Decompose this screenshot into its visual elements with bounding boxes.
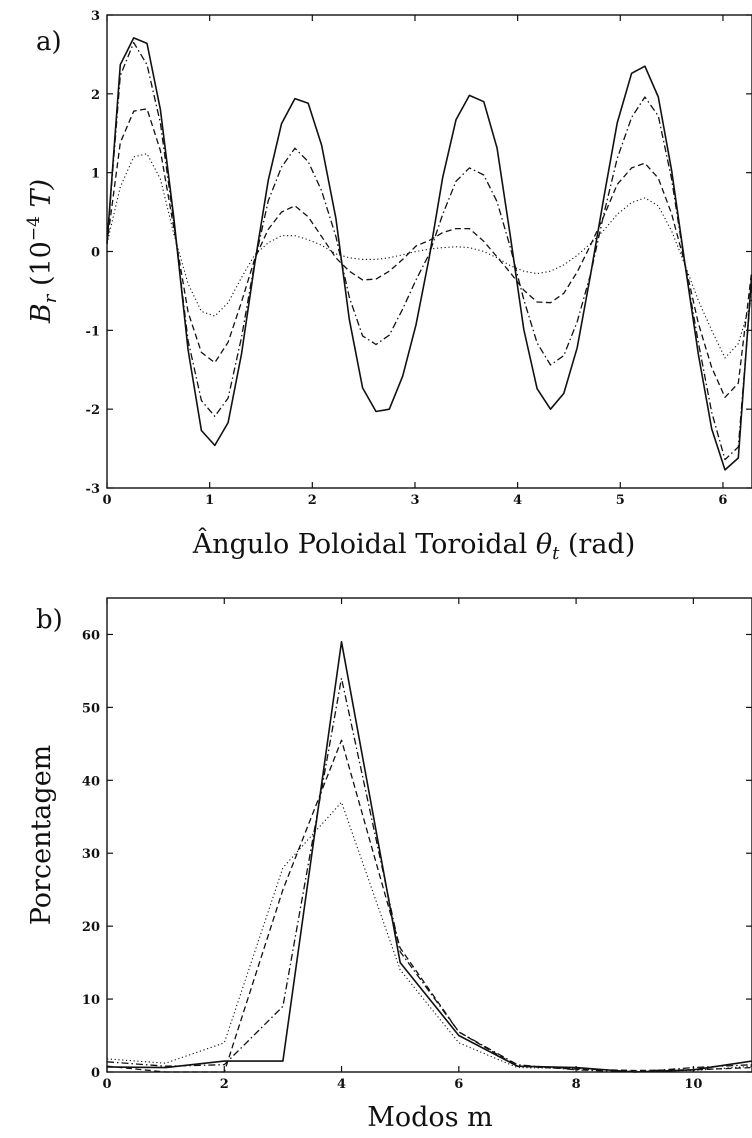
panel-a-y-unit-close: T) (26, 179, 57, 216)
panel-a-y-tick-label: -2 (86, 403, 100, 418)
panel-a-x-tick-label: 6 (718, 493, 727, 508)
panel-a-x-symbol: θ (536, 529, 552, 560)
panel-a-y-unit-open: (10 (26, 241, 57, 294)
panel-a-series (106, 37, 752, 471)
panel-b-y-axis-title: Porcentagem (26, 745, 57, 926)
panel-b-series-dotted (106, 801, 752, 1072)
panel-b-series-solid (106, 640, 752, 1073)
panel-b-series-dashdot (106, 677, 752, 1073)
panel-a-y-axis-title: Br (10−4 T) (24, 179, 61, 324)
panel-a-label: a) (36, 27, 62, 57)
panel-b-y-tick-label: 10 (82, 993, 100, 1008)
panel-a-series-dashdot (106, 41, 752, 461)
panel-a-series-dotted (106, 153, 752, 359)
panel-a-frame (106, 14, 752, 489)
panel-b-y-tick-label: 40 (82, 774, 100, 789)
panel-a-y-tick-label: 2 (91, 88, 100, 103)
panel-a-x-tick-label: 1 (205, 493, 214, 508)
panel-b-tick-labels: 0 2 4 6 8 10 0 10 20 30 40 50 60 (82, 628, 703, 1092)
panel-b: b) 0 2 4 6 8 10 0 10 20 30 40 50 60 Porcentagem Modo… (26, 597, 752, 1133)
panel-a-y-tick-label: 3 (91, 9, 100, 24)
panel-b-x-tick-label: 2 (220, 1077, 229, 1092)
panel-a-x-sub: t (552, 543, 560, 564)
panel-a-x-tick-label: 2 (308, 493, 317, 508)
panel-b-x-tick-label: 0 (102, 1077, 111, 1092)
panel-a-x-axis-title: Ângulo Poloidal Toroidal θt (rad) (192, 527, 636, 564)
panel-a-x-tick-label: 5 (616, 493, 625, 508)
panel-b-label: b) (36, 605, 63, 635)
panel-a-x-unit: (rad) (559, 529, 635, 560)
panel-a-x-tick-label: 4 (513, 493, 522, 508)
panel-a-y-tick-label: -3 (86, 482, 100, 497)
panel-b-series (106, 640, 752, 1073)
panel-a-y-tick-label: -1 (86, 324, 100, 339)
panel-a-y-tick-label: 1 (91, 167, 100, 182)
panel-b-y-tick-label: 60 (82, 628, 100, 643)
panel-a-y-tick-label: 0 (91, 246, 100, 261)
panel-a-series-dashed (106, 108, 752, 398)
panel-a-tick-labels: 0 1 2 3 4 5 6 -3 -2 -1 0 1 2 3 (86, 9, 728, 508)
panel-b-series-dashed (106, 739, 752, 1073)
panel-a-x-tick-label: 0 (102, 493, 111, 508)
panel-b-x-tick-label: 8 (572, 1077, 581, 1092)
panel-b-y-tick-label: 50 (82, 701, 100, 716)
panel-a-x-tick-label: 3 (410, 493, 419, 508)
panel-b-y-tick-label: 20 (82, 920, 100, 935)
panel-b-y-tick-label: 30 (82, 847, 100, 862)
panel-a-series-solid (106, 37, 752, 471)
panel-b-x-tick-label: 6 (454, 1077, 463, 1092)
panel-a-y-symbol: B (26, 303, 57, 324)
panel-b-x-tick-label: 4 (337, 1077, 346, 1092)
panel-a: a) 0 1 2 3 4 5 6 -3 -2 -1 0 1 2 3 Br (10−4 T) Ângulo … (24, 9, 752, 564)
panel-b-x-axis-title: Modos m (367, 1102, 492, 1133)
panel-b-x-tick-label: 10 (684, 1077, 702, 1092)
panel-b-ticks (106, 598, 752, 1073)
panel-b-y-tick-label: 0 (91, 1066, 100, 1081)
panel-a-x-text: Ângulo Poloidal Toroidal (192, 527, 536, 560)
panel-a-y-sub: r (40, 293, 61, 303)
panel-b-frame (106, 597, 752, 1073)
panel-a-y-exponent: −4 (24, 216, 44, 241)
